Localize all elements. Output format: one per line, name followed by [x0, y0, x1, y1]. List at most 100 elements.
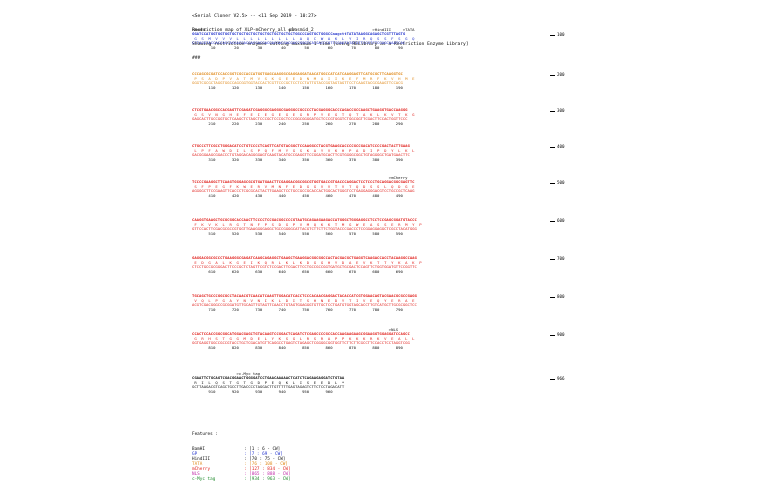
- reverse-strand: GGTGAGGTGGCCGCCGTACCTGCTCGACATGTTCAGGCCT…: [192, 341, 410, 346]
- feature-row: c-Myc tag : [934 : 963 - CW]: [192, 477, 291, 482]
- sequence-block: GAGGACGGCGCCCTGAAGGGCGAGATCAAGCAGAGGCTGA…: [192, 252, 572, 274]
- sequence-block: CTGCCCTTCGCCTGGGACATCCTGTCCCCTCAGTTCATGT…: [192, 140, 572, 162]
- sequence-block: TGCAGCTGCCCGGCGCCTACAACGTCAACATCAAGTTGGA…: [192, 290, 572, 312]
- position-ticks: 210 220 230 240 250 260 270 280 290: [192, 121, 403, 126]
- feature-label-row: >BamHI >GP >HindIII >TATA: [192, 28, 415, 32]
- features-list: Features : BamHI : [1 : 6 - CW] GP: [7 : 6…: [192, 422, 291, 492]
- block-end-position: 200: [550, 72, 565, 77]
- end-marker-icon: [550, 334, 555, 336]
- header-line: <Serial Cloner V2.5> -- <11 Sep 2019 - 1…: [192, 14, 317, 20]
- feature-name: mCherry: [192, 467, 211, 472]
- position-ticks: 110 120 130 140 150 160 170 180 190: [192, 85, 403, 90]
- feature-name: GP: [192, 452, 198, 457]
- feature-row: GP: [7 : 69 - CW]: [192, 452, 291, 457]
- end-marker-icon: [550, 220, 555, 222]
- sequence-block: >c-Myc tag CGAATTCTGCAGTCGACGGAACTGGGGATC…: [192, 372, 572, 394]
- forward-strand: CTCGTGAACGGCCACGAGTTCGAGATCGAGGGCGAGGGCG…: [192, 108, 408, 113]
- feature-label-row: >mCherry: [192, 176, 408, 180]
- feature-range: : [70 : 75 - CW]: [244, 457, 286, 462]
- position-ticks: 610 620 630 640 650 660 670 680 690: [192, 269, 403, 274]
- end-position-label: 600: [557, 218, 565, 224]
- end-marker-icon: [550, 146, 555, 148]
- sequence-block: >mCherry TCCCCGAAGGCTTCAAGTGGGAGCGCGTGATG…: [192, 176, 572, 198]
- block-end-position: 300: [550, 108, 565, 113]
- translation-row: L P F A W D I L S P Q F M Y G S K A Y V …: [192, 148, 415, 153]
- feature-range: : [865 : 888 - CW]: [244, 472, 291, 477]
- position-ticks: 710 720 730 740 750 760 770 780 790: [192, 307, 403, 312]
- header-line: Showing restriction enzymes cutting maxi…: [192, 41, 469, 47]
- feature-name: BamHI: [192, 447, 205, 452]
- position-ticks: 10 20 30 40 50 60 70 80 90: [192, 45, 403, 50]
- block-end-position: 800: [550, 294, 565, 299]
- end-marker-icon: [550, 378, 555, 380]
- feature-row: HindIII : [70 : 75 - CW]: [192, 457, 291, 462]
- feature-name: TATA: [192, 462, 203, 467]
- end-marker-icon: [550, 110, 555, 112]
- end-position-label: 700: [557, 256, 565, 262]
- document-header: <Serial Cloner V2.5> -- <11 Sep 2019 - 1…: [192, 6, 469, 70]
- forward-strand: TGCAGCTGCCCGGCGCCTACAACGTCAACATCAAGTTGGA…: [192, 294, 417, 299]
- position-ticks: 510 520 530 540 550 560 570 580 590: [192, 231, 403, 236]
- translation-row: G S V N G H E F E I E G E G E G R P Y E …: [192, 112, 415, 117]
- feature-label-row: >NLS: [192, 328, 399, 332]
- reverse-strand: GCTTAAGACGTCAGCTGCCTTGACCCCTAGGACTTGTTTT…: [192, 385, 345, 390]
- end-marker-icon: [550, 34, 555, 36]
- end-position-label: 200: [557, 72, 565, 78]
- feature-row: NLS: [865 : 888 - CW]: [192, 472, 291, 477]
- end-marker-icon: [550, 74, 555, 76]
- position-ticks: 310 320 330 340 350 360 370 380 390: [192, 157, 403, 162]
- reverse-strand: GGGTCGCGCTAGGTGGCCAGCGGTGGTACCACTCGTTCCC…: [192, 81, 403, 86]
- reverse-strand: GACGGGAAGCGGACCCTGTAGGACAGGGGAGTCAAGTACA…: [192, 153, 410, 158]
- sequence-block: >NLS CCACTCCACCGGCGGCATGGACGAGCTGTACAAGTC…: [192, 328, 572, 350]
- block-end-position: 100: [550, 32, 565, 37]
- forward-strand: CGAATTCTGCAGTCGACGGAACTGGGGATCCTGAACAAAA…: [192, 376, 345, 381]
- feature-range: : [127 : 834 - CW]: [244, 467, 291, 472]
- reverse-strand: AGGGGCTTCCGAAGTTCACCCTCGCGCACTACTTGAAGCT…: [192, 189, 415, 194]
- feature-range: : [76 : 108 - CW]: [244, 462, 288, 467]
- end-position-label: 900: [557, 332, 565, 338]
- feature-range: : [934 : 963 - CW]: [244, 477, 291, 482]
- forward-strand: GGATCCATGGTGGTGGTGCTGCTGCTGCTGCTGCTGCTGC…: [192, 32, 406, 37]
- reverse-strand: CTCCTGCCGCGGGACTTCCCGCTCTAGTTCGTCTCCGACT…: [192, 265, 417, 270]
- translation-row: V Q L P G A Y N V N I K L D I T S H N E …: [192, 298, 415, 303]
- reverse-strand: CCTAGGTACCACCACCACGACGACGACGACGACGACGACG…: [192, 41, 406, 46]
- translation-row: E D G A L K G E I K Q R L K L K D G G H …: [192, 260, 422, 265]
- translation-row: P S A D P V A T M V S K G E E D N M A I …: [192, 76, 415, 81]
- translation-row: G R H S T G G M D E L Y K S G L R S R A …: [192, 336, 415, 341]
- position-ticks: 410 420 430 440 450 460 470 480 490: [192, 193, 403, 198]
- end-position-label: 500: [557, 180, 565, 186]
- translation-row: S F P E G F K W E R V M N F E D G G V V …: [192, 184, 415, 189]
- block-end-position: 966: [550, 376, 565, 381]
- sequence-block: CTCGTGAACGGCCACGAGTTCGAGATCGAGGGCGAGGGCG…: [192, 104, 572, 126]
- translation-row: F K V K L R G T N F P S D G P V M Q K K …: [192, 222, 422, 227]
- feature-name: HindIII: [192, 457, 211, 462]
- block-end-position: 400: [550, 144, 565, 149]
- sequence-block: >BamHI >GP >HindIII >TATA GGATCCATGGTGGTG…: [192, 28, 572, 50]
- translation-row: R I L Q S T G T G D P E Q K L I S E E D …: [192, 380, 345, 385]
- reverse-strand: GAGCACTTGCCGGTGCTCAAGCTCTAGCTCCCGCTCCCGC…: [192, 117, 408, 122]
- sequence-block: CCCAGCGCGATCCACCGGTCGCCACCATGGTGAGCAAGGG…: [192, 68, 572, 90]
- forward-strand: CAAGGTGAAGCTGCGCGGCACCAACTTCCCCTCCGACGGC…: [192, 218, 417, 223]
- feature-range: : [1 : 6 - CW]: [244, 447, 281, 452]
- forward-strand: CTGCCCTTCGCCTGGGACATCCTGTCCCCTCAGTTCATGT…: [192, 144, 410, 149]
- forward-strand: TCCCCGAAGGCTTCAAGTGGGAGCGCGTGATGAACTTCGA…: [192, 180, 415, 185]
- block-end-position: 500: [550, 180, 565, 185]
- end-position-label: 800: [557, 294, 565, 300]
- feature-row: mCherry : [127 : 834 - CW]: [192, 467, 291, 472]
- features-title: Features :: [192, 432, 218, 437]
- end-marker-icon: [550, 182, 555, 184]
- header-line: Restriction map of XLP-mCherry_all plasm…: [192, 27, 314, 33]
- end-marker-icon: [550, 296, 555, 298]
- block-end-position: 700: [550, 256, 565, 261]
- forward-strand: CCACTCCACCGGCGGCATGGACGAGCTGTACAAGTCCGGA…: [192, 332, 410, 337]
- feature-name: c-Myc tag: [192, 477, 216, 482]
- forward-strand: CCCAGCGCGATCCACCGGTCGCCACCATGGTGAGCAAGGG…: [192, 72, 403, 77]
- header-line: ###: [192, 55, 201, 61]
- position-ticks: 810 820 830 840 850 860 870 880 890: [192, 345, 403, 350]
- sequence-block: CAAGGTGAAGCTGCGCGGCACCAACTTCCCCTCCGACGGC…: [192, 214, 572, 236]
- forward-strand: GAGGACGGCGCCCTGAAGGGCGAGATCAAGCAGAGGCTGA…: [192, 256, 417, 261]
- feature-row: TATA : [76 : 108 - CW]: [192, 462, 291, 467]
- reverse-strand: ACGTCGACGGGCCGCGGATGTTGCAGTTGTAGTTCAACCT…: [192, 303, 417, 308]
- end-position-label: 400: [557, 144, 565, 150]
